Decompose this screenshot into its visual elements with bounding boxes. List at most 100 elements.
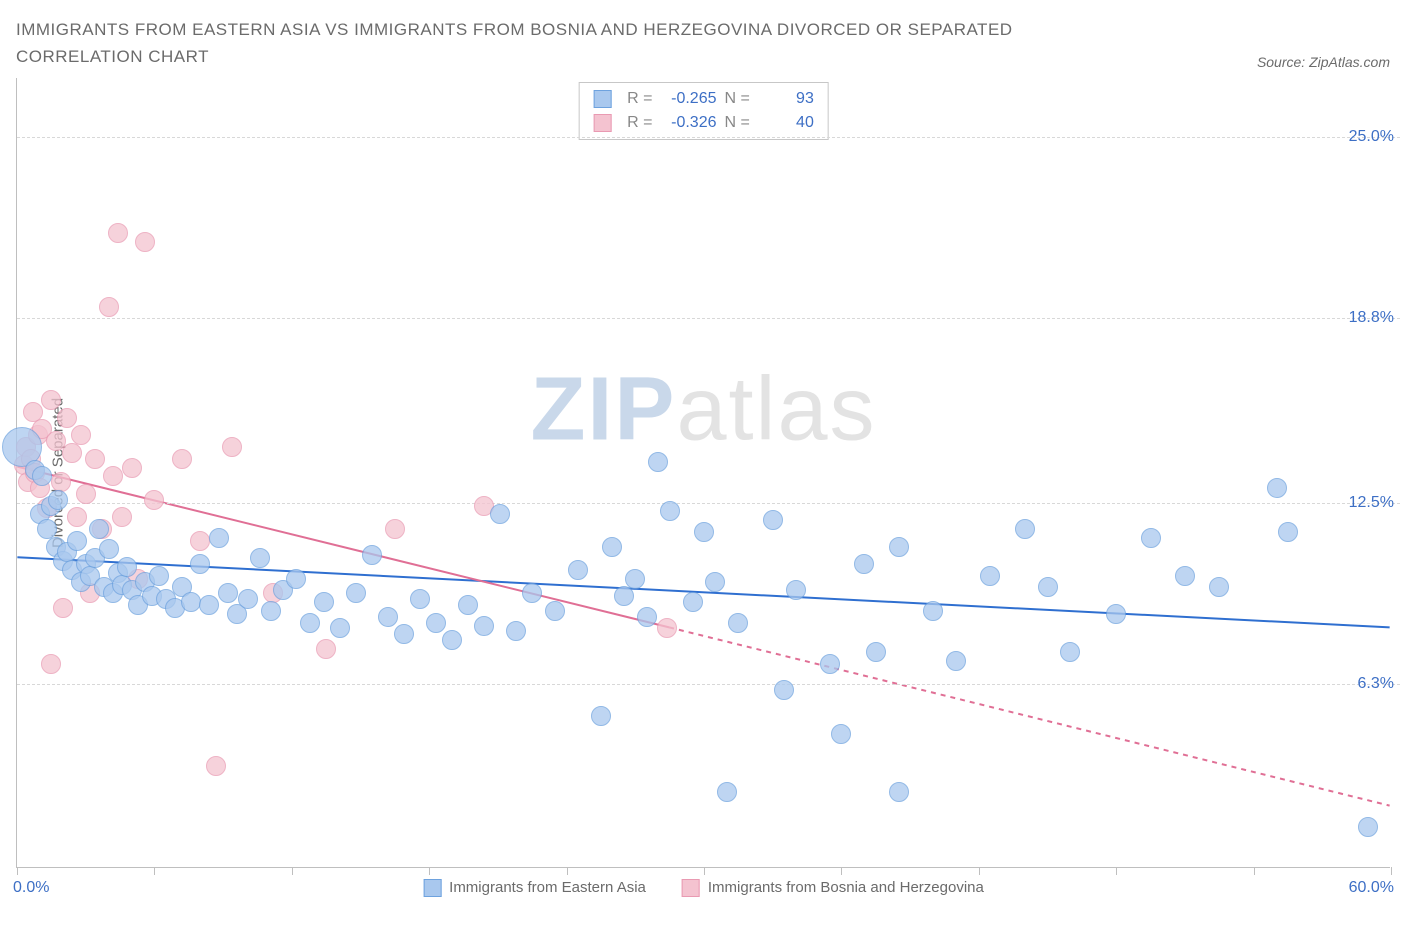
stats-swatch-a <box>593 90 611 108</box>
point-series-a <box>614 586 634 606</box>
stats-row-a: R = -0.265 N = 93 <box>593 87 814 111</box>
x-tick <box>704 867 705 875</box>
point-series-b <box>76 484 96 504</box>
point-series-a <box>1267 478 1287 498</box>
point-series-b <box>206 756 226 776</box>
point-series-a <box>117 557 137 577</box>
source-attribution: Source: ZipAtlas.com <box>1257 54 1390 70</box>
point-series-a <box>786 580 806 600</box>
point-series-a <box>149 566 169 586</box>
point-series-a <box>32 466 52 486</box>
stats-legend: R = -0.265 N = 93 R = -0.326 N = 40 <box>578 82 829 140</box>
point-series-a <box>889 782 909 802</box>
x-axis-min-label: 0.0% <box>13 879 49 897</box>
x-tick <box>154 867 155 875</box>
point-series-b <box>53 598 73 618</box>
point-series-a <box>67 531 87 551</box>
point-series-a <box>774 680 794 700</box>
point-series-a <box>683 592 703 612</box>
series-legend: Immigrants from Eastern Asia Immigrants … <box>423 879 984 897</box>
point-series-a <box>980 566 1000 586</box>
point-series-a <box>602 537 622 557</box>
point-series-b <box>99 297 119 317</box>
point-series-a <box>889 537 909 557</box>
point-series-a <box>181 592 201 612</box>
point-series-a <box>831 724 851 744</box>
point-series-b <box>57 408 77 428</box>
point-series-a <box>568 560 588 580</box>
stats-swatch-b <box>593 114 611 132</box>
point-series-a <box>946 651 966 671</box>
point-series-a <box>458 595 478 615</box>
point-series-b <box>41 654 61 674</box>
legend-label-b: Immigrants from Bosnia and Herzegovina <box>708 879 984 896</box>
point-series-a <box>1015 519 1035 539</box>
point-series-a <box>717 782 737 802</box>
point-series-b <box>108 223 128 243</box>
point-series-a <box>705 572 725 592</box>
point-series-a <box>474 616 494 636</box>
legend-label-a: Immigrants from Eastern Asia <box>449 879 646 896</box>
point-series-b <box>41 390 61 410</box>
point-series-a <box>1141 528 1161 548</box>
watermark-atlas: atlas <box>676 359 876 459</box>
gridline <box>17 684 1400 685</box>
point-series-a <box>314 592 334 612</box>
point-series-a <box>99 539 119 559</box>
point-series-a <box>362 545 382 565</box>
stats-row-b: R = -0.326 N = 40 <box>593 111 814 135</box>
point-series-a <box>648 452 668 472</box>
header-row: IMMIGRANTS FROM EASTERN ASIA VS IMMIGRAN… <box>16 16 1390 70</box>
x-tick <box>567 867 568 875</box>
stat-r-value-b: -0.326 <box>661 111 717 135</box>
watermark-zip: ZIP <box>530 359 676 459</box>
gridline <box>17 318 1400 319</box>
point-series-b <box>71 425 91 445</box>
legend-swatch-a <box>423 879 441 897</box>
point-series-a <box>728 613 748 633</box>
point-series-a <box>1358 817 1378 837</box>
x-tick <box>429 867 430 875</box>
stat-r-value-a: -0.265 <box>661 87 717 111</box>
watermark: ZIPatlas <box>530 358 876 461</box>
stat-n-label-b: N = <box>725 111 750 135</box>
point-series-b <box>135 232 155 252</box>
gridline <box>17 137 1400 138</box>
point-series-a <box>378 607 398 627</box>
point-series-a <box>209 528 229 548</box>
point-series-b <box>85 449 105 469</box>
point-series-b <box>144 490 164 510</box>
x-tick <box>17 867 18 875</box>
point-series-a <box>286 569 306 589</box>
point-series-b <box>103 466 123 486</box>
point-series-a <box>490 504 510 524</box>
point-series-a <box>1278 522 1298 542</box>
point-series-a <box>48 490 68 510</box>
x-tick <box>292 867 293 875</box>
point-series-a <box>190 554 210 574</box>
point-series-b <box>222 437 242 457</box>
x-axis-max-label: 60.0% <box>1349 879 1394 897</box>
point-series-a <box>625 569 645 589</box>
point-series-a <box>218 583 238 603</box>
point-series-a <box>442 630 462 650</box>
point-series-a <box>300 613 320 633</box>
point-series-a <box>346 583 366 603</box>
point-series-b <box>112 507 132 527</box>
point-series-a <box>330 618 350 638</box>
point-series-a <box>1175 566 1195 586</box>
plot-area: ZIPatlas Divorced or Separated Immigrant… <box>16 78 1390 868</box>
point-series-a <box>1060 642 1080 662</box>
point-series-a <box>250 548 270 568</box>
point-series-b <box>657 618 677 638</box>
x-tick <box>1254 867 1255 875</box>
point-series-a <box>866 642 886 662</box>
point-series-a <box>694 522 714 542</box>
point-series-a <box>1038 577 1058 597</box>
point-series-a <box>660 501 680 521</box>
point-series-a <box>410 589 430 609</box>
point-series-a <box>923 601 943 621</box>
x-tick <box>841 867 842 875</box>
y-tick-label: 6.3% <box>1358 675 1394 693</box>
point-series-a <box>763 510 783 530</box>
